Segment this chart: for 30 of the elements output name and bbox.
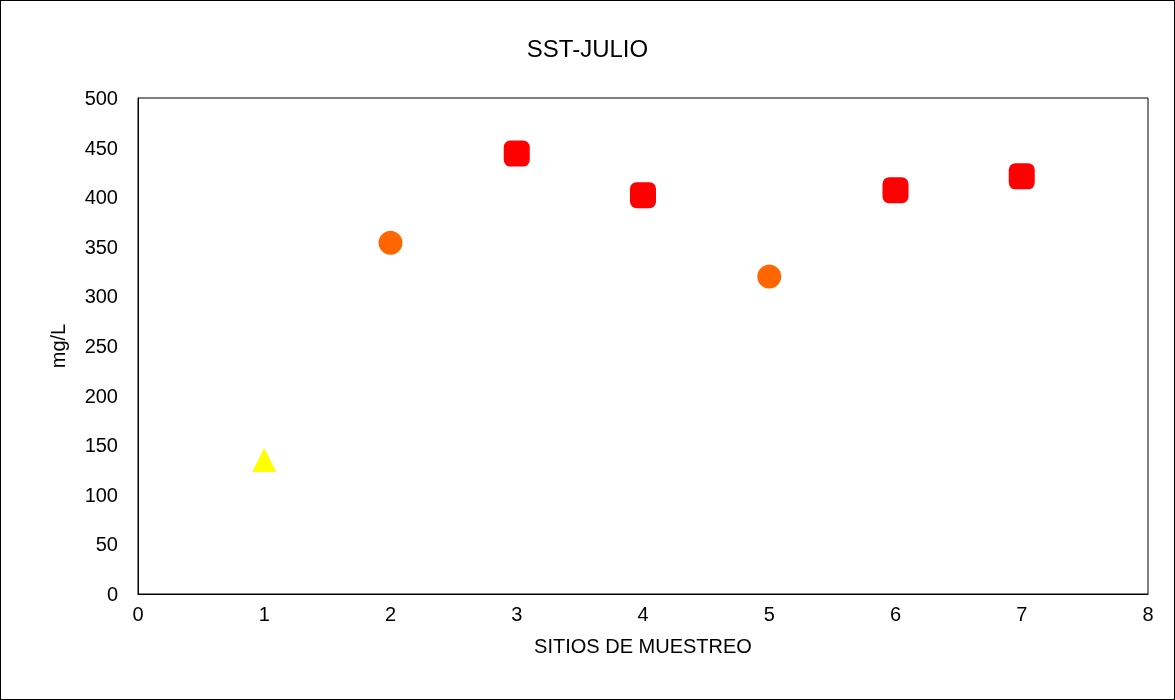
x-tick-label: 6 [889, 603, 902, 625]
y-tick-label: 0 [106, 583, 118, 605]
x-tick-label: 2 [384, 603, 397, 625]
x-tick-label: 7 [1016, 603, 1028, 625]
y-axis-title: mg/L [47, 323, 69, 369]
y-tick-label: 450 [84, 136, 118, 159]
y-tick-label: 300 [84, 285, 118, 308]
point [757, 264, 782, 289]
point [1008, 163, 1035, 190]
x-tick-label: 1 [258, 603, 270, 625]
point [503, 140, 530, 167]
y-tick-label: 150 [84, 434, 118, 457]
y-tick-label: 50 [95, 533, 118, 556]
y-tick-label: 400 [84, 186, 118, 209]
y-tick-label: 250 [84, 335, 118, 357]
y-tick-label: 500 [84, 87, 118, 109]
point [882, 177, 909, 204]
y-tick-label: 100 [84, 483, 118, 506]
x-tick-label: 8 [1142, 603, 1154, 625]
x-tick-label: 0 [132, 603, 144, 625]
x-tick-label: 5 [763, 603, 775, 625]
x-tick-label: 4 [637, 603, 649, 625]
x-tick-label: 3 [511, 603, 523, 625]
x-axis-title: SITIOS DE MUESTREO [534, 635, 752, 657]
chart-title: SST-JULIO [526, 34, 649, 62]
point [252, 448, 277, 473]
point [378, 230, 403, 255]
point [630, 182, 656, 209]
y-tick-label: 200 [84, 384, 118, 407]
y-tick-label: 350 [84, 235, 118, 258]
